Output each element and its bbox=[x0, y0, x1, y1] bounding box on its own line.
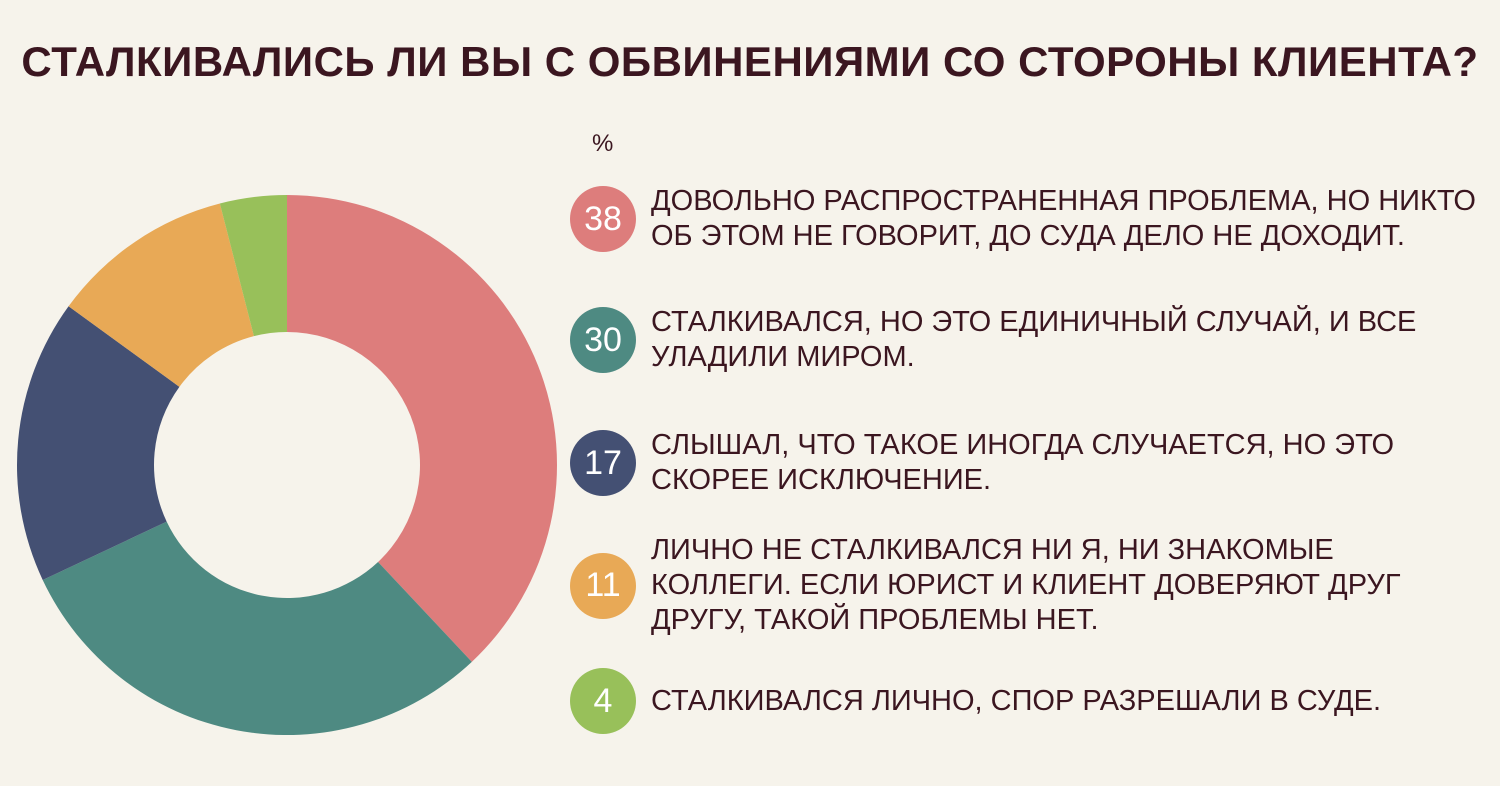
legend-label-4: СТАЛКИВАЛСЯ ЛИЧНО, СПОР РАЗРЕШАЛИ В СУДЕ… bbox=[651, 684, 1382, 717]
donut-slice-4 bbox=[219, 195, 287, 337]
donut-slice-30 bbox=[42, 521, 472, 735]
legend-item-4: 4 СТАЛКИВАЛСЯ ЛИЧНО, СПОР РАЗРЕШАЛИ В СУ… bbox=[570, 668, 1481, 734]
legend-badge-30: 30 bbox=[570, 307, 636, 373]
legend-item-30: 30 СТАЛКИВАЛСЯ, НО ЭТО ЕДИНИЧНЫЙ СЛУЧАЙ,… bbox=[570, 305, 1481, 375]
legend-label-17: СЛЫШАЛ, ЧТО ТАКОЕ ИНОГДА СЛУЧАЕТСЯ, НО Э… bbox=[651, 429, 1395, 496]
legend-item-17: 17 СЛЫШАЛ, ЧТО ТАКОЕ ИНОГДА СЛУЧАЕТСЯ, Н… bbox=[570, 428, 1481, 498]
legend-label-11: ЛИЧНО НЕ СТАЛКИВАЛСЯ НИ Я, НИ ЗНАКОМЫЕ К… bbox=[651, 534, 1401, 636]
legend-badge-17: 17 bbox=[570, 430, 636, 496]
chart-title: СТАЛКИВАЛИСЬ ЛИ ВЫ С ОБВИНЕНИЯМИ СО СТОР… bbox=[21, 38, 1479, 85]
donut-chart bbox=[17, 195, 557, 735]
donut-slice-17 bbox=[17, 306, 180, 580]
legend-badge-38: 38 bbox=[570, 186, 636, 252]
legend-label-30: СТАЛКИВАЛСЯ, НО ЭТО ЕДИНИЧНЫЙ СЛУЧАЙ, И … bbox=[651, 306, 1417, 373]
legend-item-38: 38 ДОВОЛЬНО РАСПРОСТРАНЕННАЯ ПРОБЛЕМА, Н… bbox=[570, 184, 1481, 254]
donut-slice-38 bbox=[287, 195, 557, 662]
legend-label-38: ДОВОЛЬНО РАСПРОСТРАНЕННАЯ ПРОБЛЕМА, НО Н… bbox=[651, 185, 1476, 252]
unit-label: % bbox=[592, 130, 614, 157]
donut-slice-11 bbox=[68, 203, 254, 387]
legend-badge-11: 11 bbox=[570, 552, 636, 619]
legend-badge-4: 4 bbox=[570, 668, 636, 734]
legend-item-11: 11 ЛИЧНО НЕ СТАЛКИВАЛСЯ НИ Я, НИ ЗНАКОМЫ… bbox=[570, 533, 1481, 638]
